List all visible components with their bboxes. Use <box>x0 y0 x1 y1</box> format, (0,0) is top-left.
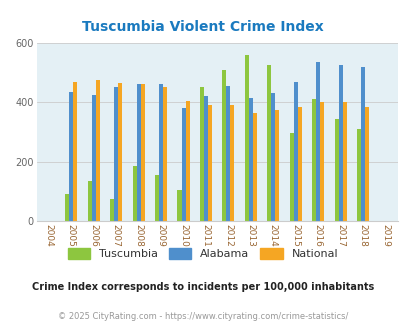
Bar <box>342 102 346 221</box>
Bar <box>364 107 368 221</box>
Bar <box>315 62 320 221</box>
Bar <box>334 118 338 221</box>
Bar <box>275 110 279 221</box>
Bar <box>185 101 189 221</box>
Bar <box>177 190 181 221</box>
Bar <box>293 82 297 221</box>
Bar <box>252 113 256 221</box>
Bar <box>69 92 73 221</box>
Bar <box>136 84 140 221</box>
Bar <box>297 107 301 221</box>
Text: © 2025 CityRating.com - https://www.cityrating.com/crime-statistics/: © 2025 CityRating.com - https://www.city… <box>58 312 347 321</box>
Bar <box>159 84 163 221</box>
Bar <box>360 67 364 221</box>
Bar <box>92 95 96 221</box>
Bar <box>114 87 118 221</box>
Bar <box>222 70 226 221</box>
Bar <box>155 175 159 221</box>
Bar <box>271 93 275 221</box>
Bar <box>356 129 360 221</box>
Bar <box>207 105 211 221</box>
Bar <box>96 80 100 221</box>
Bar <box>266 65 271 221</box>
Bar <box>132 166 136 221</box>
Bar <box>244 55 248 221</box>
Bar <box>163 87 167 221</box>
Bar <box>140 84 144 221</box>
Bar <box>110 199 114 221</box>
Bar <box>118 83 122 221</box>
Bar <box>226 86 230 221</box>
Bar <box>87 181 92 221</box>
Text: Crime Index corresponds to incidents per 100,000 inhabitants: Crime Index corresponds to incidents per… <box>32 282 373 292</box>
Bar <box>203 96 207 221</box>
Bar <box>73 82 77 221</box>
Legend: Tuscumbia, Alabama, National: Tuscumbia, Alabama, National <box>63 243 342 263</box>
Bar <box>199 87 203 221</box>
Bar <box>289 133 293 221</box>
Bar <box>320 102 324 221</box>
Bar <box>248 98 252 221</box>
Bar <box>311 99 315 221</box>
Bar <box>230 105 234 221</box>
Bar <box>181 108 185 221</box>
Bar <box>338 65 342 221</box>
Bar <box>65 194 69 221</box>
Text: Tuscumbia Violent Crime Index: Tuscumbia Violent Crime Index <box>82 20 323 34</box>
